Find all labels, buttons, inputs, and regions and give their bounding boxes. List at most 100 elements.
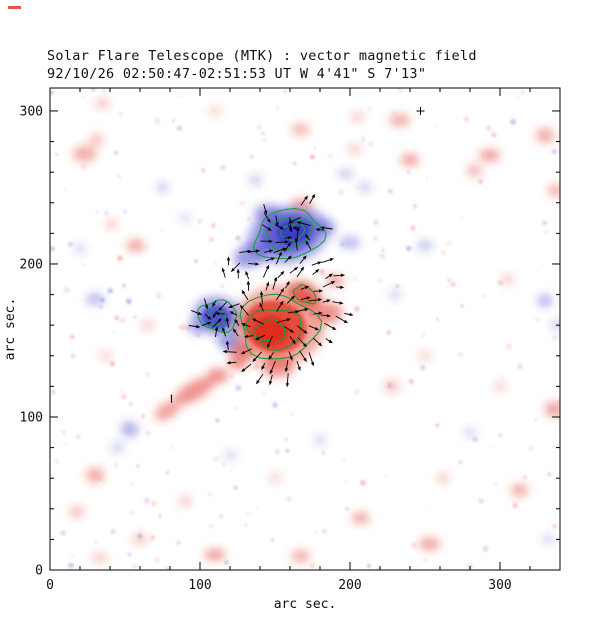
positive-polarity-blob: [173, 377, 215, 405]
speckle: [107, 288, 114, 294]
vector-arrow: [246, 280, 251, 291]
speckle: [165, 567, 171, 570]
positive-polarity-blob: [510, 484, 529, 497]
contour-line: [292, 284, 317, 305]
speckle: [68, 562, 74, 569]
positive-polarity-blob: [207, 368, 229, 384]
speckle: [118, 175, 121, 178]
positive-polarity-blob: [548, 184, 560, 197]
speckle: [129, 402, 133, 407]
speckle: [50, 246, 55, 252]
vector-arrow: [300, 286, 310, 290]
vector-arrow: [229, 311, 237, 316]
vector-arrow: [261, 363, 266, 371]
plot-frame: [49, 87, 561, 571]
speckle: [51, 390, 56, 394]
speckle: [482, 545, 489, 552]
positive-polarity-blob: [501, 274, 514, 284]
vector-arrow: [241, 363, 252, 373]
speckle: [257, 185, 260, 187]
negative-polarity-blob: [339, 236, 361, 249]
speckle: [50, 90, 55, 96]
vector-arrow: [275, 251, 282, 265]
positive-polarity-blob: [389, 114, 410, 127]
speckle: [500, 293, 503, 295]
vector-arrow: [214, 326, 219, 338]
vector-arrow: [221, 267, 226, 278]
speckle: [120, 318, 125, 323]
speckle: [413, 204, 418, 209]
speckle: [53, 458, 59, 464]
speckle: [253, 364, 260, 370]
speckle: [82, 263, 85, 266]
vector-arrow: [325, 273, 334, 279]
positive-polarity-blob: [99, 351, 112, 361]
vector-arrow: [214, 311, 225, 316]
vector-arrow: [335, 315, 349, 324]
speckle: [176, 540, 181, 546]
speckle: [384, 474, 388, 477]
speckle: [377, 567, 380, 570]
vector-arrow: [188, 325, 201, 329]
vector-arrow: [239, 304, 250, 316]
positive-polarity-blob: [288, 280, 322, 309]
speckle: [112, 331, 115, 334]
vector-arrow: [252, 351, 263, 363]
vector-arrow: [305, 240, 312, 250]
speckle: [133, 565, 137, 569]
positive-polarity-blob: [92, 553, 107, 563]
speckle: [127, 207, 130, 210]
negative-polarity-blob: [312, 219, 337, 235]
vector-arrow: [234, 318, 240, 326]
speckle: [542, 220, 547, 226]
speckle: [154, 118, 161, 124]
speckle: [517, 95, 520, 98]
speckle: [345, 480, 348, 483]
speckle: [212, 526, 214, 528]
positive-polarity-blob: [89, 133, 104, 147]
vector-arrow: [225, 340, 230, 351]
speckle: [272, 401, 278, 408]
speckle: [517, 364, 523, 369]
vector-arrow: [296, 325, 308, 334]
speckle: [366, 563, 371, 568]
vector-arrow: [275, 288, 285, 301]
speckle: [177, 510, 180, 513]
speckle: [220, 284, 225, 288]
positive-polarity-blob: [291, 550, 310, 563]
speckle: [386, 330, 391, 335]
speckle: [556, 400, 560, 403]
vector-arrow: [241, 323, 251, 328]
negative-polarity-blob: [233, 241, 269, 269]
speckle: [436, 318, 439, 321]
speckle: [410, 225, 416, 231]
speckle: [208, 523, 213, 528]
speckle: [551, 149, 557, 154]
speckle: [408, 378, 414, 385]
vector-arrow: [289, 266, 299, 274]
speckle: [239, 201, 245, 206]
speckle: [435, 423, 440, 428]
negative-polarity-blob: [86, 293, 104, 306]
speckle: [521, 90, 525, 95]
speckle: [194, 259, 198, 263]
speckle: [345, 506, 350, 511]
speckle: [121, 394, 127, 399]
vector-arrow: [273, 247, 287, 254]
speckle: [70, 334, 75, 340]
speckle: [274, 449, 280, 455]
speckle: [102, 89, 106, 93]
vector-arrow: [284, 236, 293, 240]
speckle: [129, 510, 134, 515]
speckle: [110, 529, 116, 534]
speckle: [289, 412, 293, 416]
vector-arrow: [297, 337, 307, 348]
speckle: [285, 449, 290, 453]
speckle: [211, 223, 216, 228]
speckle: [286, 496, 291, 502]
negative-polarity-blob: [120, 421, 139, 437]
negative-polarity-blob: [180, 213, 190, 223]
speckle: [379, 253, 386, 260]
vector-arrow: [272, 276, 278, 290]
speckle: [421, 333, 425, 337]
